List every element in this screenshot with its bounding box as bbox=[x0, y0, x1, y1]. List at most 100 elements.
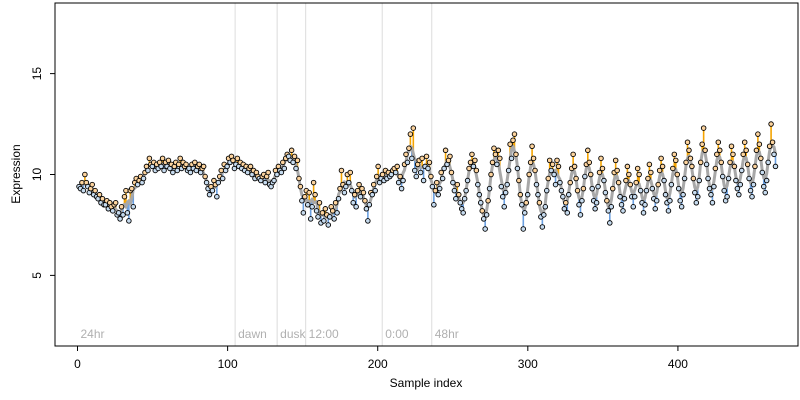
data-point bbox=[681, 175, 688, 182]
data-point bbox=[592, 206, 598, 212]
data-point bbox=[618, 202, 625, 208]
data-point bbox=[699, 141, 705, 147]
data-point bbox=[457, 199, 463, 206]
data-point bbox=[332, 199, 339, 206]
data-point bbox=[646, 161, 653, 168]
data-point bbox=[501, 204, 507, 210]
data-point bbox=[473, 167, 480, 174]
data-point bbox=[341, 189, 348, 196]
data-point bbox=[737, 181, 744, 188]
data-point bbox=[504, 181, 510, 188]
data-point bbox=[425, 165, 431, 172]
data-point bbox=[649, 185, 656, 192]
data-point bbox=[655, 181, 661, 188]
data-point bbox=[734, 185, 741, 192]
data-point bbox=[187, 169, 194, 176]
data-point bbox=[702, 147, 708, 154]
data-point bbox=[587, 171, 594, 178]
data-point bbox=[693, 199, 700, 206]
x-tick-label: 200 bbox=[368, 357, 388, 371]
data-point bbox=[689, 163, 695, 170]
data-point bbox=[202, 173, 208, 180]
data-point bbox=[517, 191, 524, 198]
data-point bbox=[673, 157, 679, 164]
data-point bbox=[608, 204, 615, 210]
data-point bbox=[370, 181, 377, 188]
data-point bbox=[752, 163, 758, 170]
data-point bbox=[598, 155, 604, 162]
data-point bbox=[766, 143, 773, 150]
data-point bbox=[316, 199, 323, 206]
data-point bbox=[322, 206, 329, 212]
data-point bbox=[363, 206, 370, 212]
data-point bbox=[728, 143, 735, 150]
data-point bbox=[576, 202, 582, 208]
data-point bbox=[705, 175, 711, 182]
data-point bbox=[140, 175, 147, 182]
data-point bbox=[296, 175, 302, 182]
data-point bbox=[123, 187, 129, 194]
data-point bbox=[447, 153, 453, 160]
data-point bbox=[551, 171, 557, 178]
data-point bbox=[769, 139, 776, 145]
data-point bbox=[435, 191, 441, 198]
data-point bbox=[96, 191, 103, 198]
data-point bbox=[539, 224, 546, 230]
data-point bbox=[265, 169, 271, 176]
data-point bbox=[431, 202, 437, 208]
data-point bbox=[670, 165, 676, 172]
data-point bbox=[335, 195, 342, 202]
data-point bbox=[291, 153, 298, 160]
data-point bbox=[593, 199, 600, 206]
x-axis-label: Sample index bbox=[390, 376, 463, 390]
vertical-marker-label: 24hr bbox=[81, 327, 105, 341]
data-point bbox=[109, 208, 116, 214]
data-point bbox=[730, 151, 736, 158]
data-point bbox=[302, 193, 308, 200]
data-point bbox=[366, 202, 373, 208]
data-point bbox=[564, 210, 571, 216]
data-point bbox=[659, 163, 666, 170]
data-point bbox=[454, 181, 461, 188]
data-point bbox=[740, 151, 746, 158]
data-point bbox=[290, 159, 296, 166]
data-point bbox=[174, 167, 181, 174]
data-point bbox=[460, 210, 466, 216]
data-point bbox=[329, 208, 336, 214]
data-point bbox=[715, 139, 722, 145]
data-point bbox=[753, 147, 760, 154]
data-point bbox=[423, 153, 430, 160]
data-point bbox=[696, 177, 702, 184]
data-point bbox=[667, 197, 673, 204]
data-point bbox=[89, 181, 95, 188]
data-point bbox=[310, 179, 317, 186]
data-point bbox=[426, 159, 433, 166]
data-point bbox=[348, 187, 355, 194]
data-point bbox=[441, 165, 447, 172]
data-point bbox=[373, 173, 380, 180]
data-point bbox=[549, 161, 556, 168]
data-point bbox=[209, 187, 216, 194]
data-point bbox=[392, 169, 399, 176]
data-point bbox=[436, 185, 443, 192]
data-point bbox=[599, 165, 606, 172]
data-point bbox=[684, 139, 691, 145]
data-point bbox=[642, 202, 648, 208]
data-point bbox=[709, 199, 716, 206]
data-point bbox=[535, 191, 541, 198]
data-point bbox=[428, 173, 434, 180]
data-point bbox=[724, 193, 730, 200]
data-point bbox=[719, 173, 726, 180]
data-point bbox=[633, 179, 639, 186]
data-point bbox=[400, 177, 406, 184]
data-point bbox=[494, 161, 500, 168]
data-point bbox=[637, 187, 644, 194]
data-point bbox=[486, 185, 493, 192]
plot-frame bbox=[54, 2, 799, 347]
data-point bbox=[313, 208, 320, 214]
data-point bbox=[495, 147, 502, 154]
data-point bbox=[379, 171, 386, 178]
data-point bbox=[678, 204, 685, 210]
data-point bbox=[331, 216, 337, 222]
data-point bbox=[325, 222, 332, 228]
